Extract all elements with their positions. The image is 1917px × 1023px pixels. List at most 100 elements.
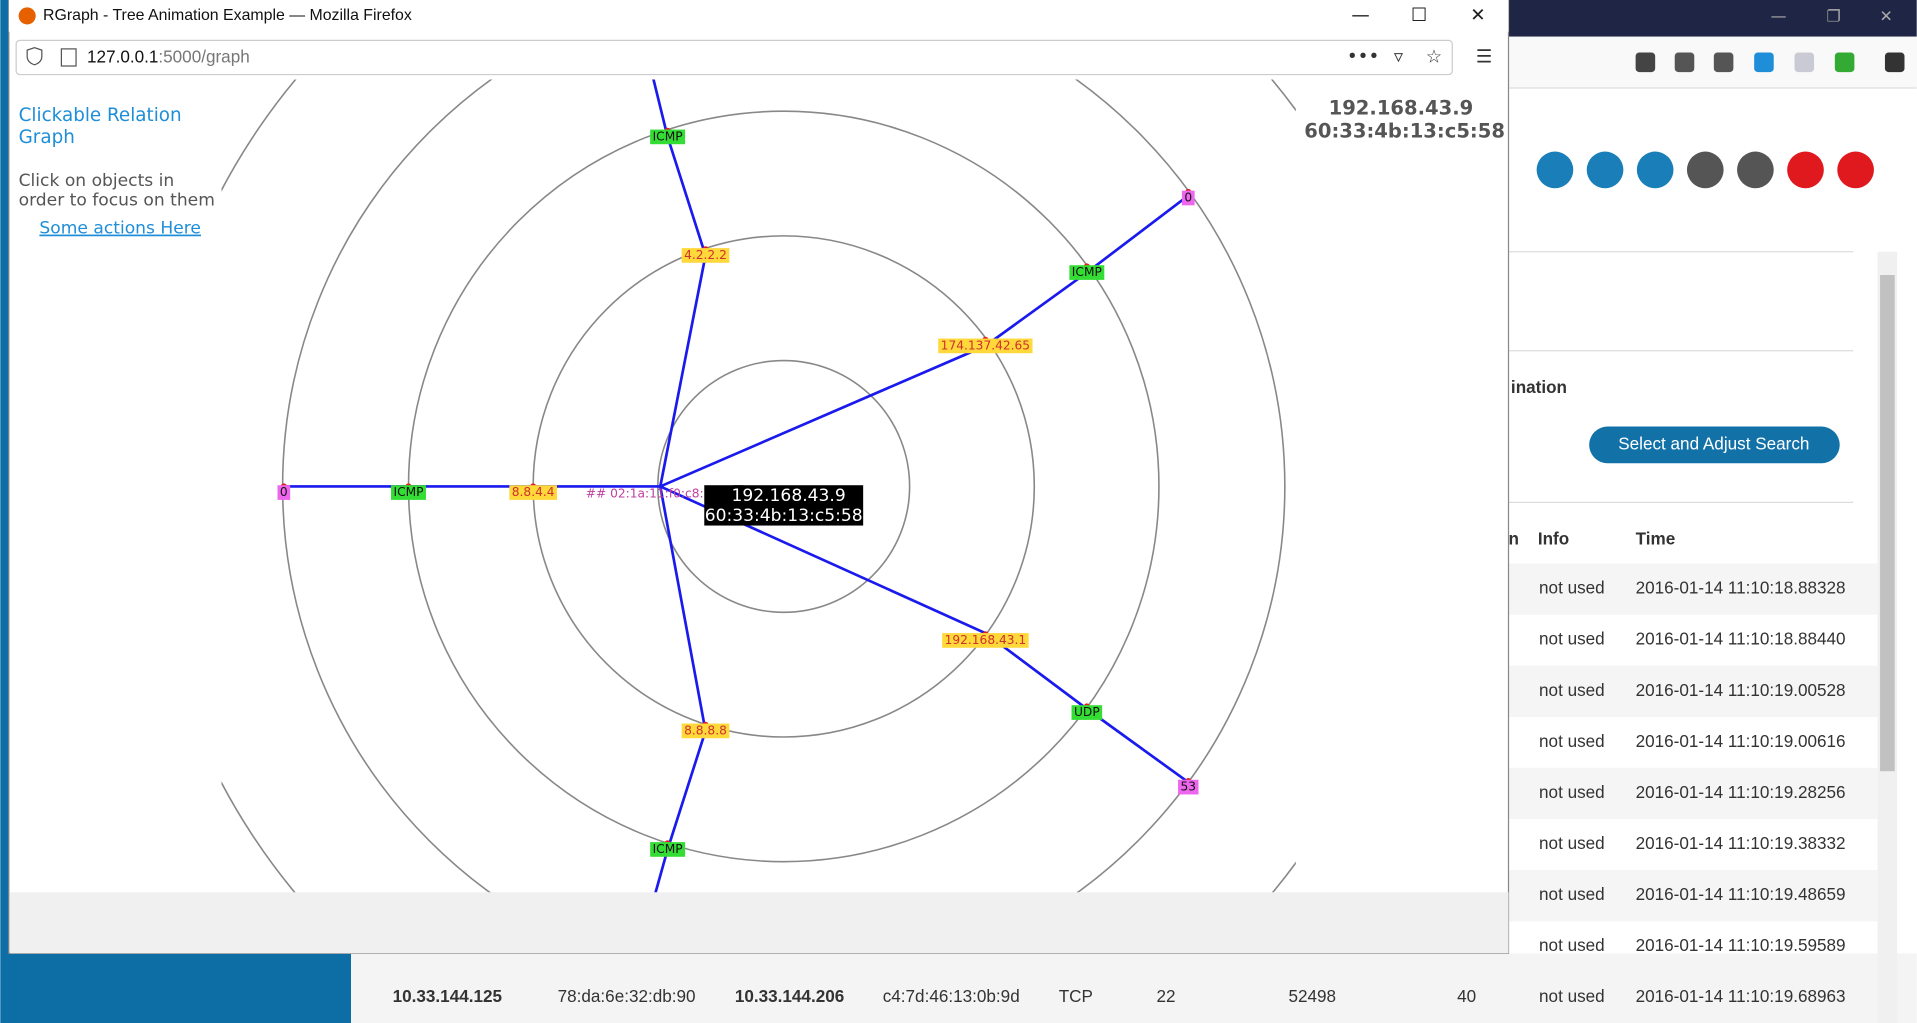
node-label[interactable]: 8.8.4.4	[512, 485, 555, 499]
shield-icon	[26, 47, 43, 66]
corner-label: 60:33:4b:13:c5:58	[1304, 120, 1505, 143]
cell: 2016-01-14 11:10:19.68963	[1636, 987, 1846, 1006]
graph: 4.2.2.2 ICMP 174.137.42.65 ICMP 0 8.8.4.4 ICMP…	[221, 79, 1296, 893]
toolbar-button[interactable]: ☰	[1476, 46, 1492, 67]
app-round-button[interactable]	[1787, 151, 1824, 189]
cell: not used	[1539, 987, 1605, 1006]
toolbar-icon[interactable]	[1713, 52, 1734, 73]
row-stripe	[1508, 665, 1878, 717]
cell: 22	[1156, 987, 1175, 1006]
toolbar-icon[interactable]	[1635, 52, 1656, 73]
node-label[interactable]: 4.2.2.2	[684, 248, 727, 262]
tooltip-line: 192.168.43.9	[731, 486, 845, 506]
cell: c4:7d:46:13:0b:9d	[883, 987, 1020, 1006]
firefox-icon	[18, 7, 36, 25]
node-label[interactable]: 53	[1180, 780, 1196, 794]
window-control[interactable]: —	[1351, 5, 1369, 26]
node-label-bg[interactable]	[1071, 705, 1103, 720]
node-label-bg[interactable]	[277, 485, 291, 500]
scrollbar-thumb	[1880, 275, 1895, 772]
url-path: :5000/graph	[158, 47, 249, 66]
cell-time: 2016-01-14 11:10:19.00528	[1636, 681, 1846, 700]
sidebar-title: Graph	[19, 127, 75, 148]
edge	[659, 194, 1190, 488]
urlbar[interactable]	[15, 39, 1453, 76]
toolbar-button[interactable]: •••	[1347, 46, 1379, 67]
edge	[652, 79, 707, 487]
node-label[interactable]: 174.137.42.65	[941, 338, 1030, 352]
cell-time: 2016-01-14 11:10:19.59589	[1636, 936, 1846, 955]
page-icon	[60, 48, 77, 67]
toolbar-button[interactable]: ☆	[1426, 46, 1442, 67]
cell: 10.33.144.206	[735, 987, 844, 1006]
cell-info: not used	[1539, 681, 1605, 700]
node-label-bg[interactable]	[1181, 190, 1195, 206]
partial-heading: ination	[1511, 378, 1567, 397]
node-label[interactable]: 0	[280, 485, 288, 499]
node-label[interactable]: 0	[1184, 191, 1192, 205]
window-frame	[8, 0, 1510, 954]
cell-time: 2016-01-14 11:10:19.28256	[1636, 783, 1846, 802]
search-button[interactable]	[1589, 426, 1840, 464]
browser-window: RGraph - Tree Animation Example — Mozill…	[8, 0, 1510, 954]
cell-info: not used	[1539, 834, 1605, 853]
cell: TCP	[1059, 987, 1093, 1006]
node-label-bg[interactable]	[650, 129, 686, 145]
node-label[interactable]: 192.168.43.1	[945, 633, 1027, 647]
node-label-bg[interactable]	[1178, 779, 1199, 795]
cell: 78:da:6e:32:db:90	[558, 987, 696, 1006]
dark-titlebar	[1508, 0, 1917, 37]
status-area	[10, 892, 1509, 954]
cell-info: not used	[1539, 732, 1605, 751]
window-control[interactable]: ✕	[1470, 5, 1485, 26]
toolbar-icon[interactable]	[1794, 52, 1815, 73]
cell: 40	[1457, 987, 1476, 1006]
node-label-bg[interactable]	[681, 248, 730, 263]
tooltip-line: 60:33:4b:13:c5:58	[705, 506, 863, 526]
window-control[interactable]: ✕	[1880, 7, 1893, 26]
corner-label: 192.168.43.9	[1329, 96, 1474, 119]
node-label-bg[interactable]	[681, 723, 730, 739]
app-round-button[interactable]	[1686, 151, 1724, 189]
cell: 10.33.144.125	[393, 987, 503, 1006]
node-label[interactable]: ICMP	[393, 485, 423, 499]
column-header: Time	[1636, 530, 1676, 549]
node-label-bg[interactable]	[391, 485, 426, 500]
toolbar-icon[interactable]	[1884, 52, 1905, 73]
node-label[interactable]: 8.8.8.8	[684, 723, 727, 737]
node-label-bg[interactable]	[650, 842, 686, 857]
node-label[interactable]: ICMP	[653, 842, 683, 856]
cell-info: not used	[1539, 783, 1605, 802]
toolbar-icon[interactable]	[1674, 52, 1695, 73]
toolbar-button[interactable]: ▿	[1394, 46, 1404, 67]
cell: 52498	[1289, 987, 1337, 1006]
window-control[interactable]: ☐	[1411, 5, 1427, 26]
node-label-bg[interactable]	[1069, 265, 1105, 280]
node-label-bg[interactable]	[509, 485, 557, 500]
node-label[interactable]: UDP	[1074, 705, 1100, 719]
toolbar-icon[interactable]	[1754, 52, 1774, 73]
node-label[interactable]: ICMP	[653, 129, 683, 143]
cell-time: 2016-01-14 11:10:19.38332	[1636, 834, 1846, 853]
search-button-label[interactable]: Select and Adjust Search	[1618, 434, 1809, 453]
node-label-bg[interactable]	[942, 633, 1029, 648]
sidebar-link[interactable]: Some actions Here	[39, 219, 201, 239]
window-control[interactable]: —	[1771, 7, 1787, 26]
row-stripe	[1508, 563, 1878, 615]
app-round-button[interactable]	[1536, 151, 1574, 189]
app-round-button[interactable]	[1737, 151, 1774, 189]
app-round-button[interactable]	[1586, 151, 1624, 189]
center-label: ## 02:1a:11:f0:c8:3b	[586, 486, 720, 500]
window-control[interactable]: ❐	[1826, 7, 1840, 26]
app-round-button[interactable]	[1837, 151, 1874, 189]
toolbar-icon[interactable]	[1834, 52, 1855, 73]
app-panel	[351, 953, 1917, 1023]
app-round-button[interactable]	[1636, 151, 1674, 189]
node-label-bg[interactable]	[938, 338, 1033, 354]
cell-info: not used	[1539, 579, 1605, 598]
url-host: 127.0.0.1	[87, 47, 158, 66]
column-header: Info	[1538, 530, 1569, 549]
cell-info: not used	[1539, 630, 1605, 649]
node-label[interactable]: ICMP	[1072, 265, 1102, 279]
